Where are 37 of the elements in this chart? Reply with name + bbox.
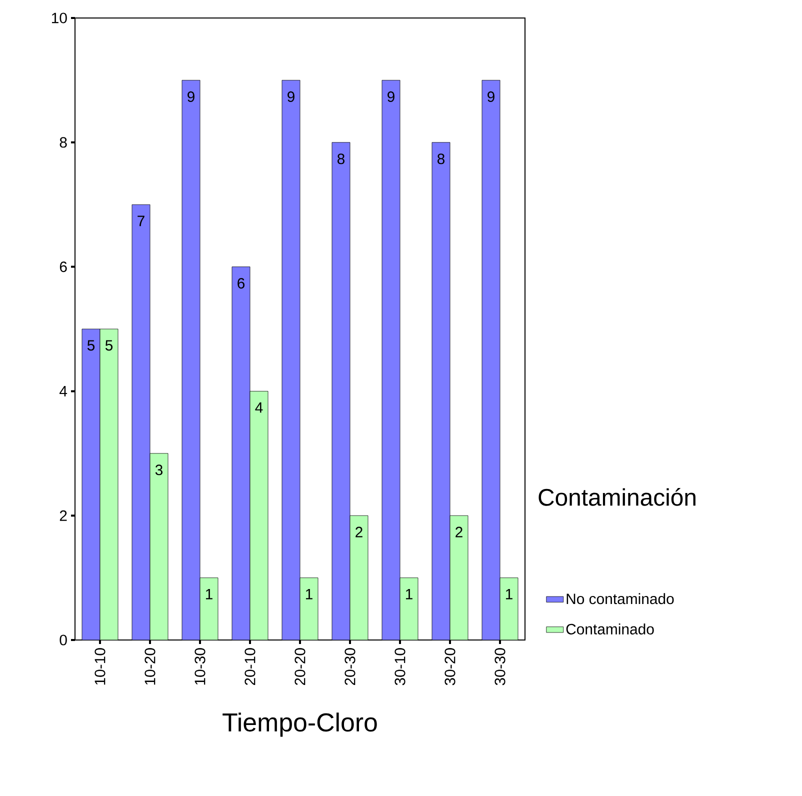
x-tick-label: 10-10 bbox=[94, 648, 106, 685]
data-label: 2 bbox=[456, 526, 462, 538]
data-label: 1 bbox=[506, 589, 512, 600]
data-label: 7 bbox=[138, 216, 144, 226]
data-label: 9 bbox=[488, 91, 494, 102]
legend-label: Contaminado bbox=[566, 623, 654, 634]
x-tick-label: 20-20 bbox=[294, 648, 306, 685]
data-label: 6 bbox=[238, 278, 244, 289]
y-tick-label: 4 bbox=[60, 386, 68, 396]
legend-label: No contaminado bbox=[566, 593, 674, 604]
y-tick-label: 6 bbox=[60, 262, 67, 272]
data-label: 9 bbox=[188, 91, 194, 102]
legend-title: Contaminación bbox=[538, 488, 696, 506]
data-label: 8 bbox=[337, 154, 344, 164]
data-label: 1 bbox=[306, 589, 312, 600]
y-tick-label: 0 bbox=[60, 634, 67, 646]
x-tick-label: 10-30 bbox=[194, 648, 206, 685]
data-label: 9 bbox=[288, 91, 294, 102]
data-label: 3 bbox=[155, 464, 162, 476]
data-label: 2 bbox=[356, 526, 362, 538]
data-label: 5 bbox=[105, 340, 113, 351]
y-tick-label: 2 bbox=[60, 510, 67, 521]
data-label: 8 bbox=[437, 154, 444, 164]
x-tick-label: 30-20 bbox=[444, 648, 456, 686]
x-tick-label: 30-30 bbox=[494, 648, 506, 686]
data-label: 1 bbox=[206, 589, 212, 600]
x-tick-label: 20-30 bbox=[344, 648, 356, 685]
data-label: 5 bbox=[87, 340, 95, 351]
y-tick-label: 8 bbox=[60, 137, 67, 148]
x-axis-title: Tiempo-Cloro bbox=[222, 712, 377, 737]
x-tick-label: 30-10 bbox=[394, 648, 406, 686]
x-tick-label: 10-20 bbox=[144, 648, 156, 685]
y-tick-label: 10 bbox=[52, 12, 67, 24]
data-label: 9 bbox=[388, 91, 394, 102]
x-tick-label: 20-10 bbox=[244, 648, 256, 685]
data-label: 1 bbox=[406, 589, 412, 600]
data-label: 4 bbox=[255, 402, 263, 413]
